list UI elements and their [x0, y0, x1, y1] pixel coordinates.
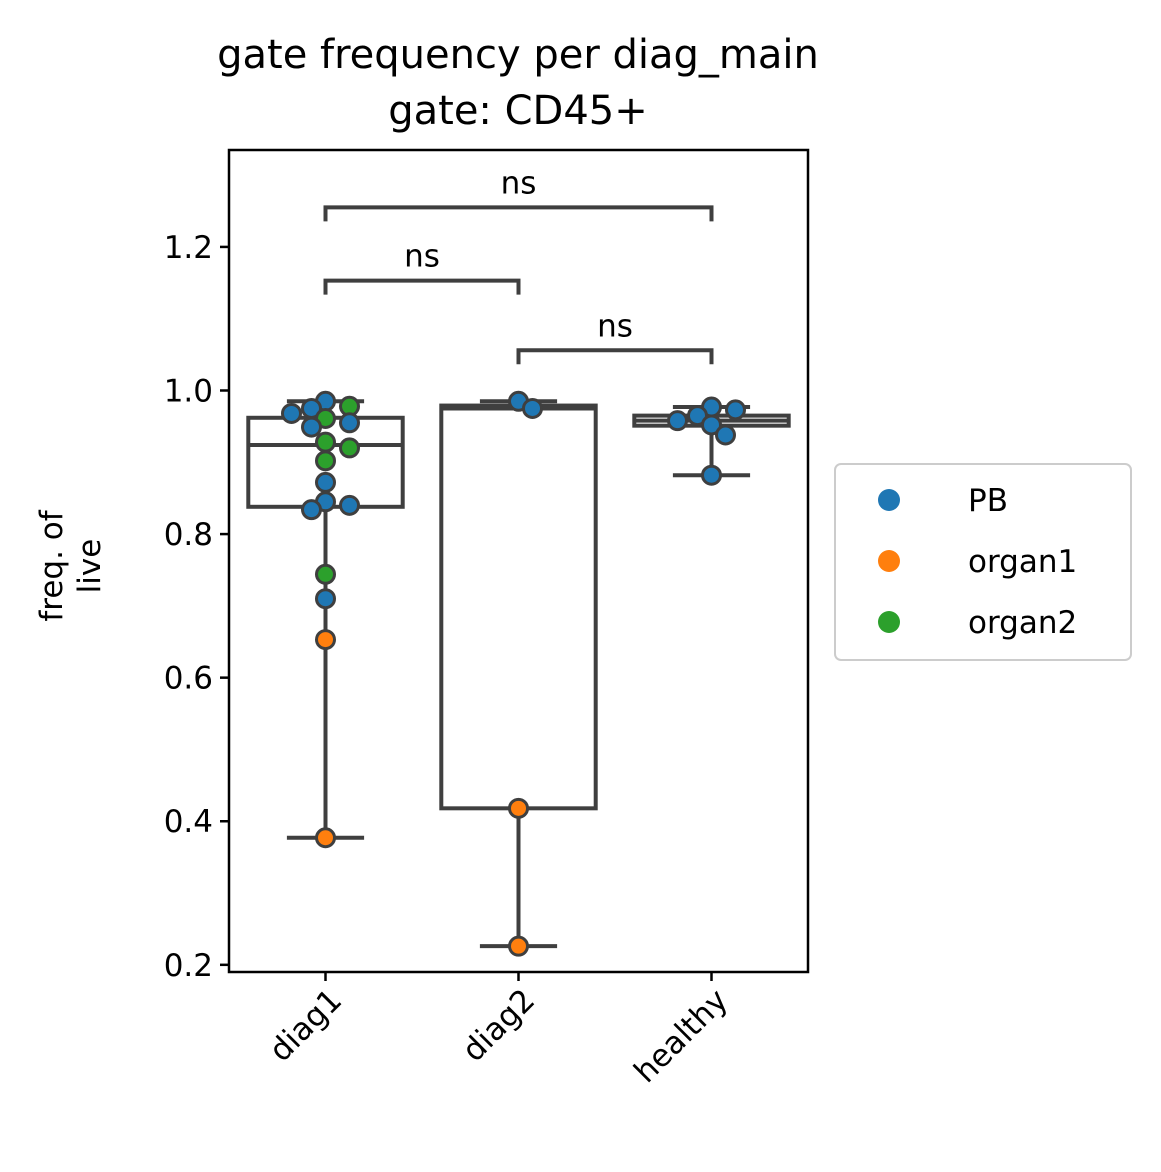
bracket-label: ns [404, 239, 440, 275]
data-point-PB [701, 414, 722, 436]
data-point-organ1 [508, 797, 529, 819]
bracket-label: ns [597, 308, 633, 344]
data-point-organ1 [315, 629, 336, 651]
x-tick-label: diag2 [455, 982, 542, 1069]
x-tick-label: diag1 [262, 982, 349, 1069]
data-point-organ1 [315, 827, 336, 849]
data-point-PB [687, 405, 708, 427]
data-point-PB [315, 471, 336, 493]
legend: PB organ1 organ2 [834, 463, 1132, 661]
significance-bracket: ns [323, 165, 714, 222]
data-point-organ2 [315, 431, 336, 453]
legend-marker-PB [878, 489, 900, 511]
y-axis-label-line2: live [72, 539, 108, 594]
y-tick-label: 0.2 [164, 948, 213, 984]
data-point-PB [522, 397, 543, 419]
significance-bracket: ns [323, 239, 521, 295]
data-point-PB [339, 494, 360, 516]
legend-label: organ1 [968, 544, 1077, 580]
legend-label: organ2 [968, 605, 1077, 641]
legend-label: PB [968, 483, 1008, 519]
data-point-organ2 [339, 437, 360, 459]
data-point-PB [715, 424, 736, 446]
data-point-PB [667, 410, 688, 432]
y-tick-label: 1.2 [164, 230, 213, 266]
legend-marker-organ2 [878, 611, 900, 633]
bracket-line [323, 205, 714, 222]
y-tick-label: 0.4 [164, 804, 213, 840]
data-point-organ1 [508, 935, 529, 957]
x-tick-label: healthy [627, 982, 735, 1090]
legend-marker-organ1 [878, 550, 900, 572]
data-point-PB [315, 588, 336, 610]
data-point-PB [301, 416, 322, 438]
data-point-PB [339, 412, 360, 434]
data-point-organ2 [315, 450, 336, 472]
significance-bracket: ns [516, 308, 714, 365]
box-body [439, 403, 598, 811]
bracket-line [323, 278, 521, 295]
bracket-line [516, 348, 714, 365]
data-point-PB [725, 399, 746, 421]
data-point-PB [301, 499, 322, 521]
data-point-PB [281, 402, 302, 424]
y-tick-label: 0.8 [164, 517, 213, 553]
legend-frame [834, 463, 1132, 661]
data-point-PB [701, 464, 722, 486]
data-point-organ2 [315, 563, 336, 585]
y-axis-label: freq. of live [34, 509, 108, 621]
bracket-label: ns [501, 165, 537, 201]
box-diag2 [439, 399, 598, 949]
y-tick-label: 0.6 [164, 661, 213, 697]
chart-subtitle: gate: CD45+ [388, 88, 648, 134]
y-axis-label-line1: freq. of [34, 509, 70, 621]
y-tick-label: 1.0 [164, 373, 213, 409]
chart-title: gate frequency per diag_main [217, 32, 819, 78]
plot-area: 0.2 0.4 0.6 0.8 1.0 1.2 diag1 diag2 healthy ns ns n… [164, 148, 810, 1090]
